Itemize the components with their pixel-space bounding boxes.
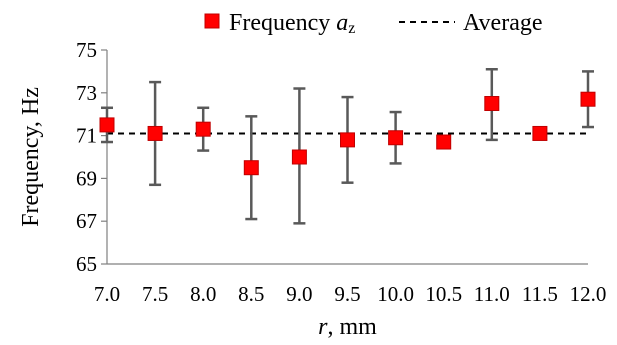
legend-label-average: Average: [463, 10, 543, 36]
x-axis-label-var: r: [318, 314, 328, 340]
legend-label-frequency-main: Frequency: [229, 10, 336, 36]
x-axis-label: r, mm: [318, 314, 377, 340]
x-tick-label: 10.5: [425, 282, 462, 306]
data-point: [580, 91, 596, 107]
y-axis-label: Frequency, Hz: [18, 87, 44, 227]
x-tick-label: 8.0: [190, 282, 216, 306]
data-point: [195, 121, 211, 137]
y-tick-label: 65: [76, 252, 97, 276]
x-tick-label: 12.0: [570, 282, 607, 306]
x-tick-label: 7.5: [142, 282, 168, 306]
x-tick-label: 9.5: [334, 282, 360, 306]
data-point: [436, 134, 452, 150]
x-tick-label: 11.5: [522, 282, 558, 306]
data-point: [388, 130, 404, 146]
data-points: [99, 91, 596, 176]
data-point: [291, 149, 307, 165]
y-tick-label: 69: [76, 166, 97, 190]
y-tick-label: 73: [76, 81, 97, 105]
y-tick-label: 75: [76, 38, 97, 62]
x-tick-label: 8.5: [238, 282, 264, 306]
axes: [101, 49, 588, 265]
tick-labels: 65 67 69 71 73 75 7.0 7.5 8.0 8.5 9.0 9.5 10.0 10.5 11…: [76, 38, 606, 306]
legend-label-frequency-sub: z: [348, 20, 355, 37]
data-point: [484, 96, 500, 111]
legend: Frequency az Average: [204, 10, 543, 37]
legend-label-frequency-var: a: [336, 10, 348, 36]
data-point: [243, 160, 259, 176]
x-tick-label: 10.0: [377, 282, 414, 306]
data-point: [340, 132, 355, 148]
legend-marker-frequency: [204, 13, 220, 29]
legend-label-frequency: Frequency az: [229, 10, 355, 37]
y-tick-label: 67: [76, 209, 97, 233]
y-tick-label: 71: [76, 124, 97, 148]
x-tick-label: 11.0: [474, 282, 510, 306]
data-point: [147, 125, 163, 141]
data-point: [532, 125, 548, 141]
data-point: [99, 117, 115, 133]
x-tick-label: 9.0: [286, 282, 312, 306]
x-axis-label-unit: , mm: [328, 314, 378, 340]
x-tick-label: 7.0: [94, 282, 120, 306]
